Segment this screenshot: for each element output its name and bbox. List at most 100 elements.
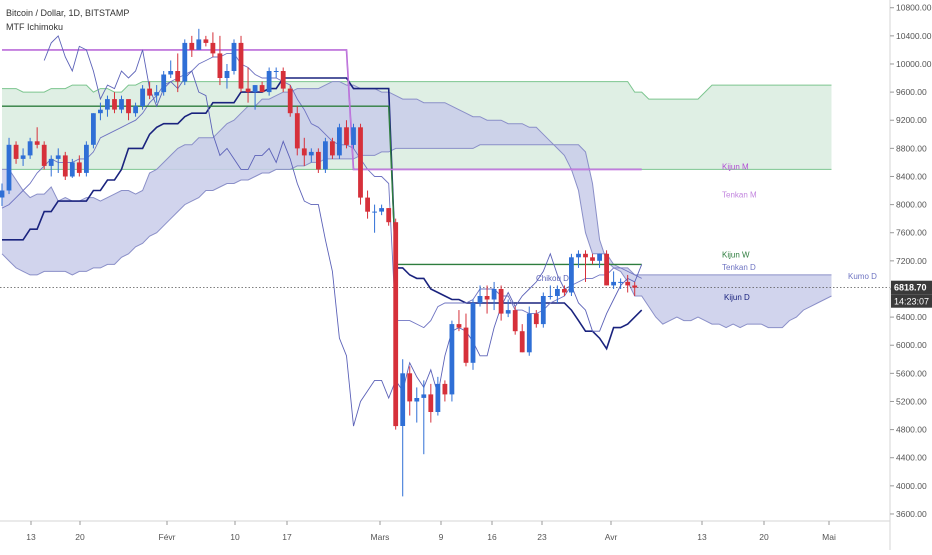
candle-body	[91, 113, 96, 145]
price-tick-label: 6000.00	[896, 340, 927, 350]
time-tick-label: 23	[537, 532, 547, 542]
last-price-badge	[891, 280, 932, 295]
candle-body	[590, 257, 595, 261]
candle-body	[266, 71, 272, 93]
price-tick-label: 7600.00	[896, 228, 927, 238]
time-tick-label: 20	[759, 532, 769, 542]
candle-body	[0, 190, 5, 198]
time-tick-label: 9	[439, 532, 444, 542]
price-tick-label: 8000.00	[896, 200, 927, 210]
price-tick-label: 10000.00	[896, 59, 932, 69]
kumo-d-bottom-edge	[1, 144, 832, 329]
candle-body	[498, 289, 504, 314]
time-tick-label: Mars	[371, 532, 390, 542]
kumo-w-top-edge	[2, 81, 832, 100]
candle-body	[625, 281, 631, 286]
time-tick-label: 17	[282, 532, 292, 542]
candle-body	[316, 151, 321, 170]
candle-body	[259, 85, 265, 93]
candle-body	[189, 42, 195, 50]
candle-body	[533, 313, 539, 325]
price-tick-label: 10400.00	[896, 31, 932, 41]
candle-body	[62, 155, 68, 177]
line-labels-layer: Kijun M Tenkan M Kijun W Tenkan D Kijun D Chi…	[536, 162, 877, 302]
label-kumo-d: Kumo D	[848, 272, 877, 281]
candle-body	[400, 373, 406, 426]
candle-body	[231, 42, 237, 71]
time-tick-label: Mai	[822, 532, 836, 542]
candle-body	[526, 313, 532, 353]
candle-body	[519, 331, 525, 353]
price-axis[interactable]: 10800.00 10400.00 10000.00 9600.00 9200.00 88…	[890, 3, 932, 519]
candle-body	[555, 289, 560, 296]
candle-body	[569, 257, 574, 293]
candle-body	[48, 158, 54, 166]
candle-body	[203, 39, 209, 43]
price-tick-label: 9600.00	[896, 87, 927, 97]
candle-body	[69, 162, 75, 177]
price-tick-label: 4400.00	[896, 453, 927, 463]
line-tenkan-m	[2, 49, 642, 170]
time-tick-label: Avr	[605, 532, 618, 542]
candle-body	[294, 113, 300, 149]
candle-body	[168, 71, 174, 75]
candle-body	[547, 296, 553, 297]
candle-body	[182, 42, 188, 82]
candle-body	[20, 155, 26, 159]
indicator-title[interactable]: MTF Ichimoku	[6, 22, 63, 32]
candle-body	[365, 197, 370, 212]
candle-body	[463, 327, 469, 363]
time-tick-label: 16	[487, 532, 497, 542]
line-kijun-d	[2, 77, 643, 351]
candle-body	[210, 42, 216, 54]
candle-body	[358, 127, 363, 198]
candle-body	[414, 398, 420, 402]
price-tick-label: 3600.00	[896, 509, 927, 519]
candle-body	[76, 162, 82, 173]
countdown-value: 14:23:07	[894, 297, 929, 307]
candle-body	[308, 151, 314, 156]
candle-body	[484, 296, 490, 300]
candle-body	[175, 71, 181, 82]
time-tick-label: 13	[697, 532, 707, 542]
candle-body	[435, 383, 441, 412]
candle-body	[154, 92, 160, 96]
time-tick-label: 20	[75, 532, 85, 542]
price-tick-label: 4800.00	[896, 425, 927, 435]
symbol-title: Bitcoin / Dollar, 1D, BITSTAMP	[6, 8, 129, 18]
candle-body	[55, 155, 61, 159]
time-axis[interactable]: 13 20 Févr 10 17 Mars 9 16 23 Avr 13 20 Mai	[26, 521, 836, 542]
candle-body	[161, 74, 167, 93]
price-tick-label: 5200.00	[896, 397, 927, 407]
candle-body	[140, 88, 145, 107]
candle-body	[6, 144, 12, 191]
candle-body	[273, 71, 279, 72]
candle-body	[505, 310, 511, 314]
kumo-d-area	[2, 81, 832, 328]
candle-body	[245, 88, 251, 93]
candle-body	[611, 281, 616, 286]
label-kijun-m: Kijun M	[722, 162, 749, 171]
candle-body	[470, 303, 476, 363]
price-tick-label: 6400.00	[896, 312, 927, 322]
candle-body	[512, 310, 518, 332]
candle-body	[632, 285, 638, 288]
price-tick-label: 8800.00	[896, 143, 927, 153]
candle-body	[301, 148, 307, 156]
candle-body	[597, 253, 602, 261]
price-tick-label: 8400.00	[896, 172, 927, 182]
price-tick-label: 5600.00	[896, 368, 927, 378]
candle-body	[287, 88, 293, 114]
price-tick-label: 10800.00	[896, 3, 932, 13]
candle-body	[386, 208, 392, 223]
candle-body	[280, 71, 286, 89]
candle-body	[456, 324, 462, 328]
candle-body	[98, 109, 103, 114]
candle-body	[41, 144, 47, 166]
candle-body	[407, 373, 413, 402]
label-kijun-d: Kijun D	[724, 293, 750, 302]
price-tick-label: 9200.00	[896, 115, 927, 125]
candle-body	[147, 88, 152, 96]
